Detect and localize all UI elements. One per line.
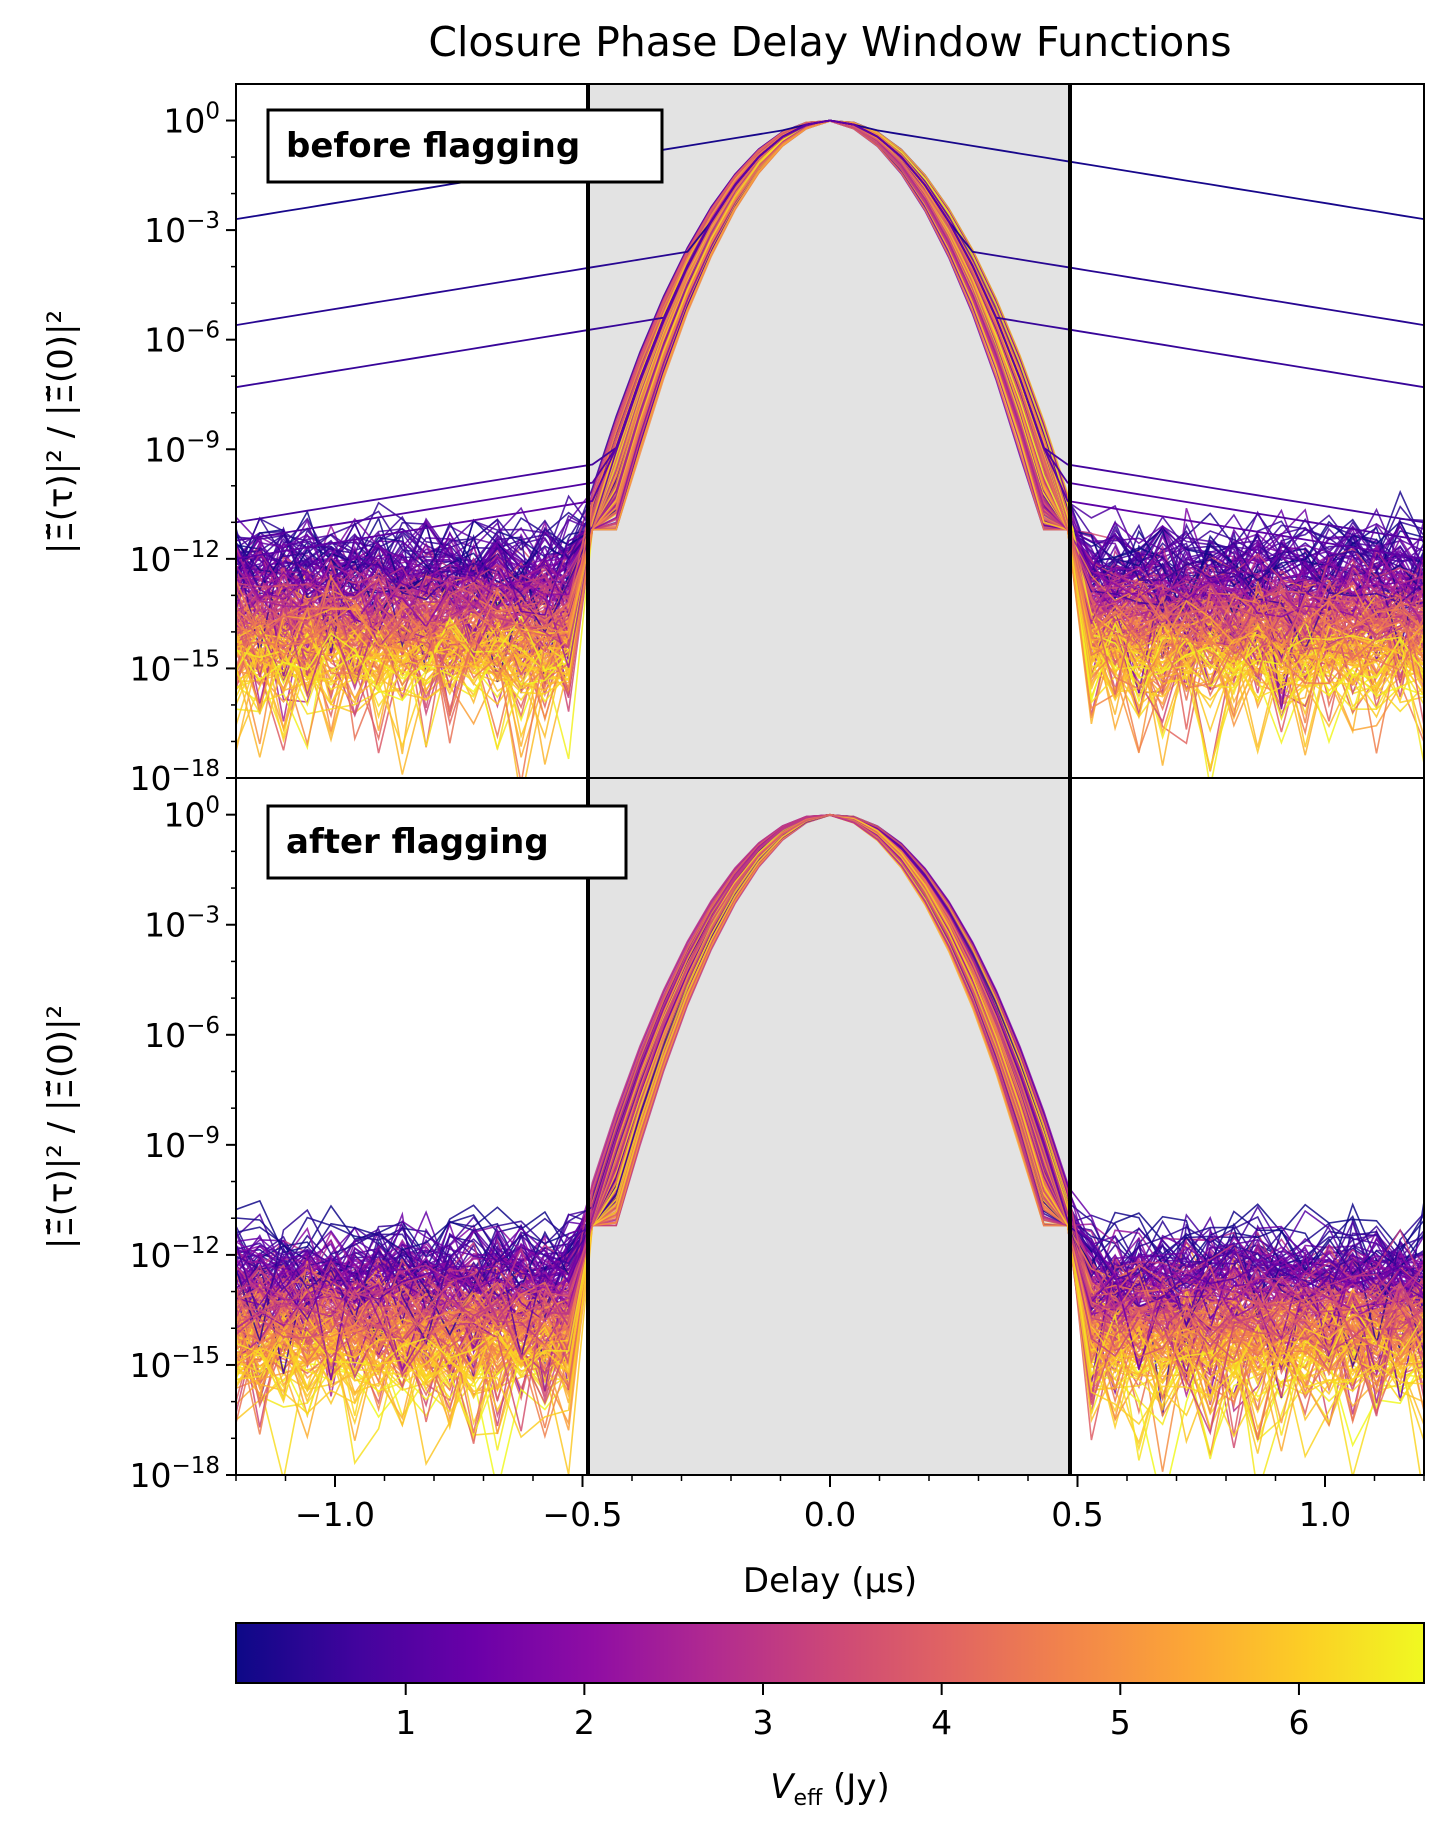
y-tick-label: 10−15 — [129, 1343, 220, 1385]
y-tick-label: 10−9 — [144, 427, 220, 469]
panel-label-after: after flagging — [286, 822, 549, 862]
y-tick-label: 10−6 — [144, 1013, 220, 1055]
y-axis-label-top: |Ξ̃(τ)|² / |Ξ̃(0)|² — [41, 310, 81, 554]
shaded-window-bottom — [588, 778, 1070, 1475]
y-tick-label: 100 — [163, 99, 220, 141]
outlier-curve — [236, 119, 1424, 560]
x-tick-label: 0.0 — [804, 1495, 856, 1534]
y-tick-label: 10−18 — [129, 756, 220, 798]
colorbar-tick-label: 5 — [1110, 1703, 1131, 1742]
colorbar: 1 2 3 4 5 6 Veff (Jy) — [235, 1622, 1425, 1811]
label-box-before: before flagging — [266, 108, 664, 184]
y-tick-label: 10−12 — [129, 537, 220, 579]
x-tick-label: −0.5 — [542, 1495, 622, 1534]
colorbar-gradient — [235, 1622, 1425, 1684]
x-tick-label: 0.5 — [1051, 1495, 1103, 1534]
x-axis-label: Delay (μs) — [743, 1561, 917, 1601]
colorbar-ticks: 1 2 3 4 5 6 — [395, 1683, 1309, 1742]
y-tick-label: 10−3 — [144, 208, 220, 250]
y-tick-label: 10−18 — [129, 1453, 220, 1495]
y-tick-label: 100 — [163, 793, 220, 835]
colorbar-tick-label: 6 — [1288, 1703, 1309, 1742]
colorbar-tick-label: 4 — [931, 1703, 952, 1742]
colorbar-tick-label: 3 — [753, 1703, 774, 1742]
shaded-window-top — [588, 84, 1070, 778]
y-tick-label: 10−15 — [129, 646, 220, 688]
label-box-after: after flagging — [266, 804, 628, 880]
colorbar-label: Veff (Jy) — [770, 1767, 889, 1811]
panel-after-flagging: 100 10−3 10−6 10−9 10−12 10−15 10−18 after fla… — [41, 777, 1425, 1495]
x-ticks: −1.0 −0.5 0.0 0.5 1.0 — [235, 1475, 1425, 1534]
x-tick-label: 1.0 — [1299, 1495, 1351, 1534]
y-tick-label: 10−6 — [144, 318, 220, 360]
panel-label-before: before flagging — [286, 126, 580, 166]
y-ticks-bottom: 100 10−3 10−6 10−9 10−12 10−15 10−18 — [129, 793, 236, 1495]
y-axis-label-bottom: |Ξ̃(τ)|² / |Ξ̃(0)|² — [41, 1005, 81, 1249]
colorbar-tick-label: 1 — [395, 1703, 416, 1742]
colorbar-tick-label: 2 — [574, 1703, 595, 1742]
curves-after-flagging — [236, 813, 1424, 1475]
panel-before-flagging: 100 10−3 10−6 10−9 10−12 10−15 10−18 before fl… — [41, 83, 1425, 798]
x-tick-label: −1.0 — [295, 1495, 375, 1534]
chart-title: Closure Phase Delay Window Functions — [428, 18, 1231, 66]
y-tick-label: 10−3 — [144, 903, 220, 945]
y-tick-label: 10−12 — [129, 1233, 220, 1275]
after-curve — [236, 814, 1424, 1432]
y-tick-label: 10−9 — [144, 1123, 220, 1165]
y-ticks-top: 100 10−3 10−6 10−9 10−12 10−15 10−18 — [129, 99, 236, 798]
curves-before-flagging — [236, 119, 1424, 778]
